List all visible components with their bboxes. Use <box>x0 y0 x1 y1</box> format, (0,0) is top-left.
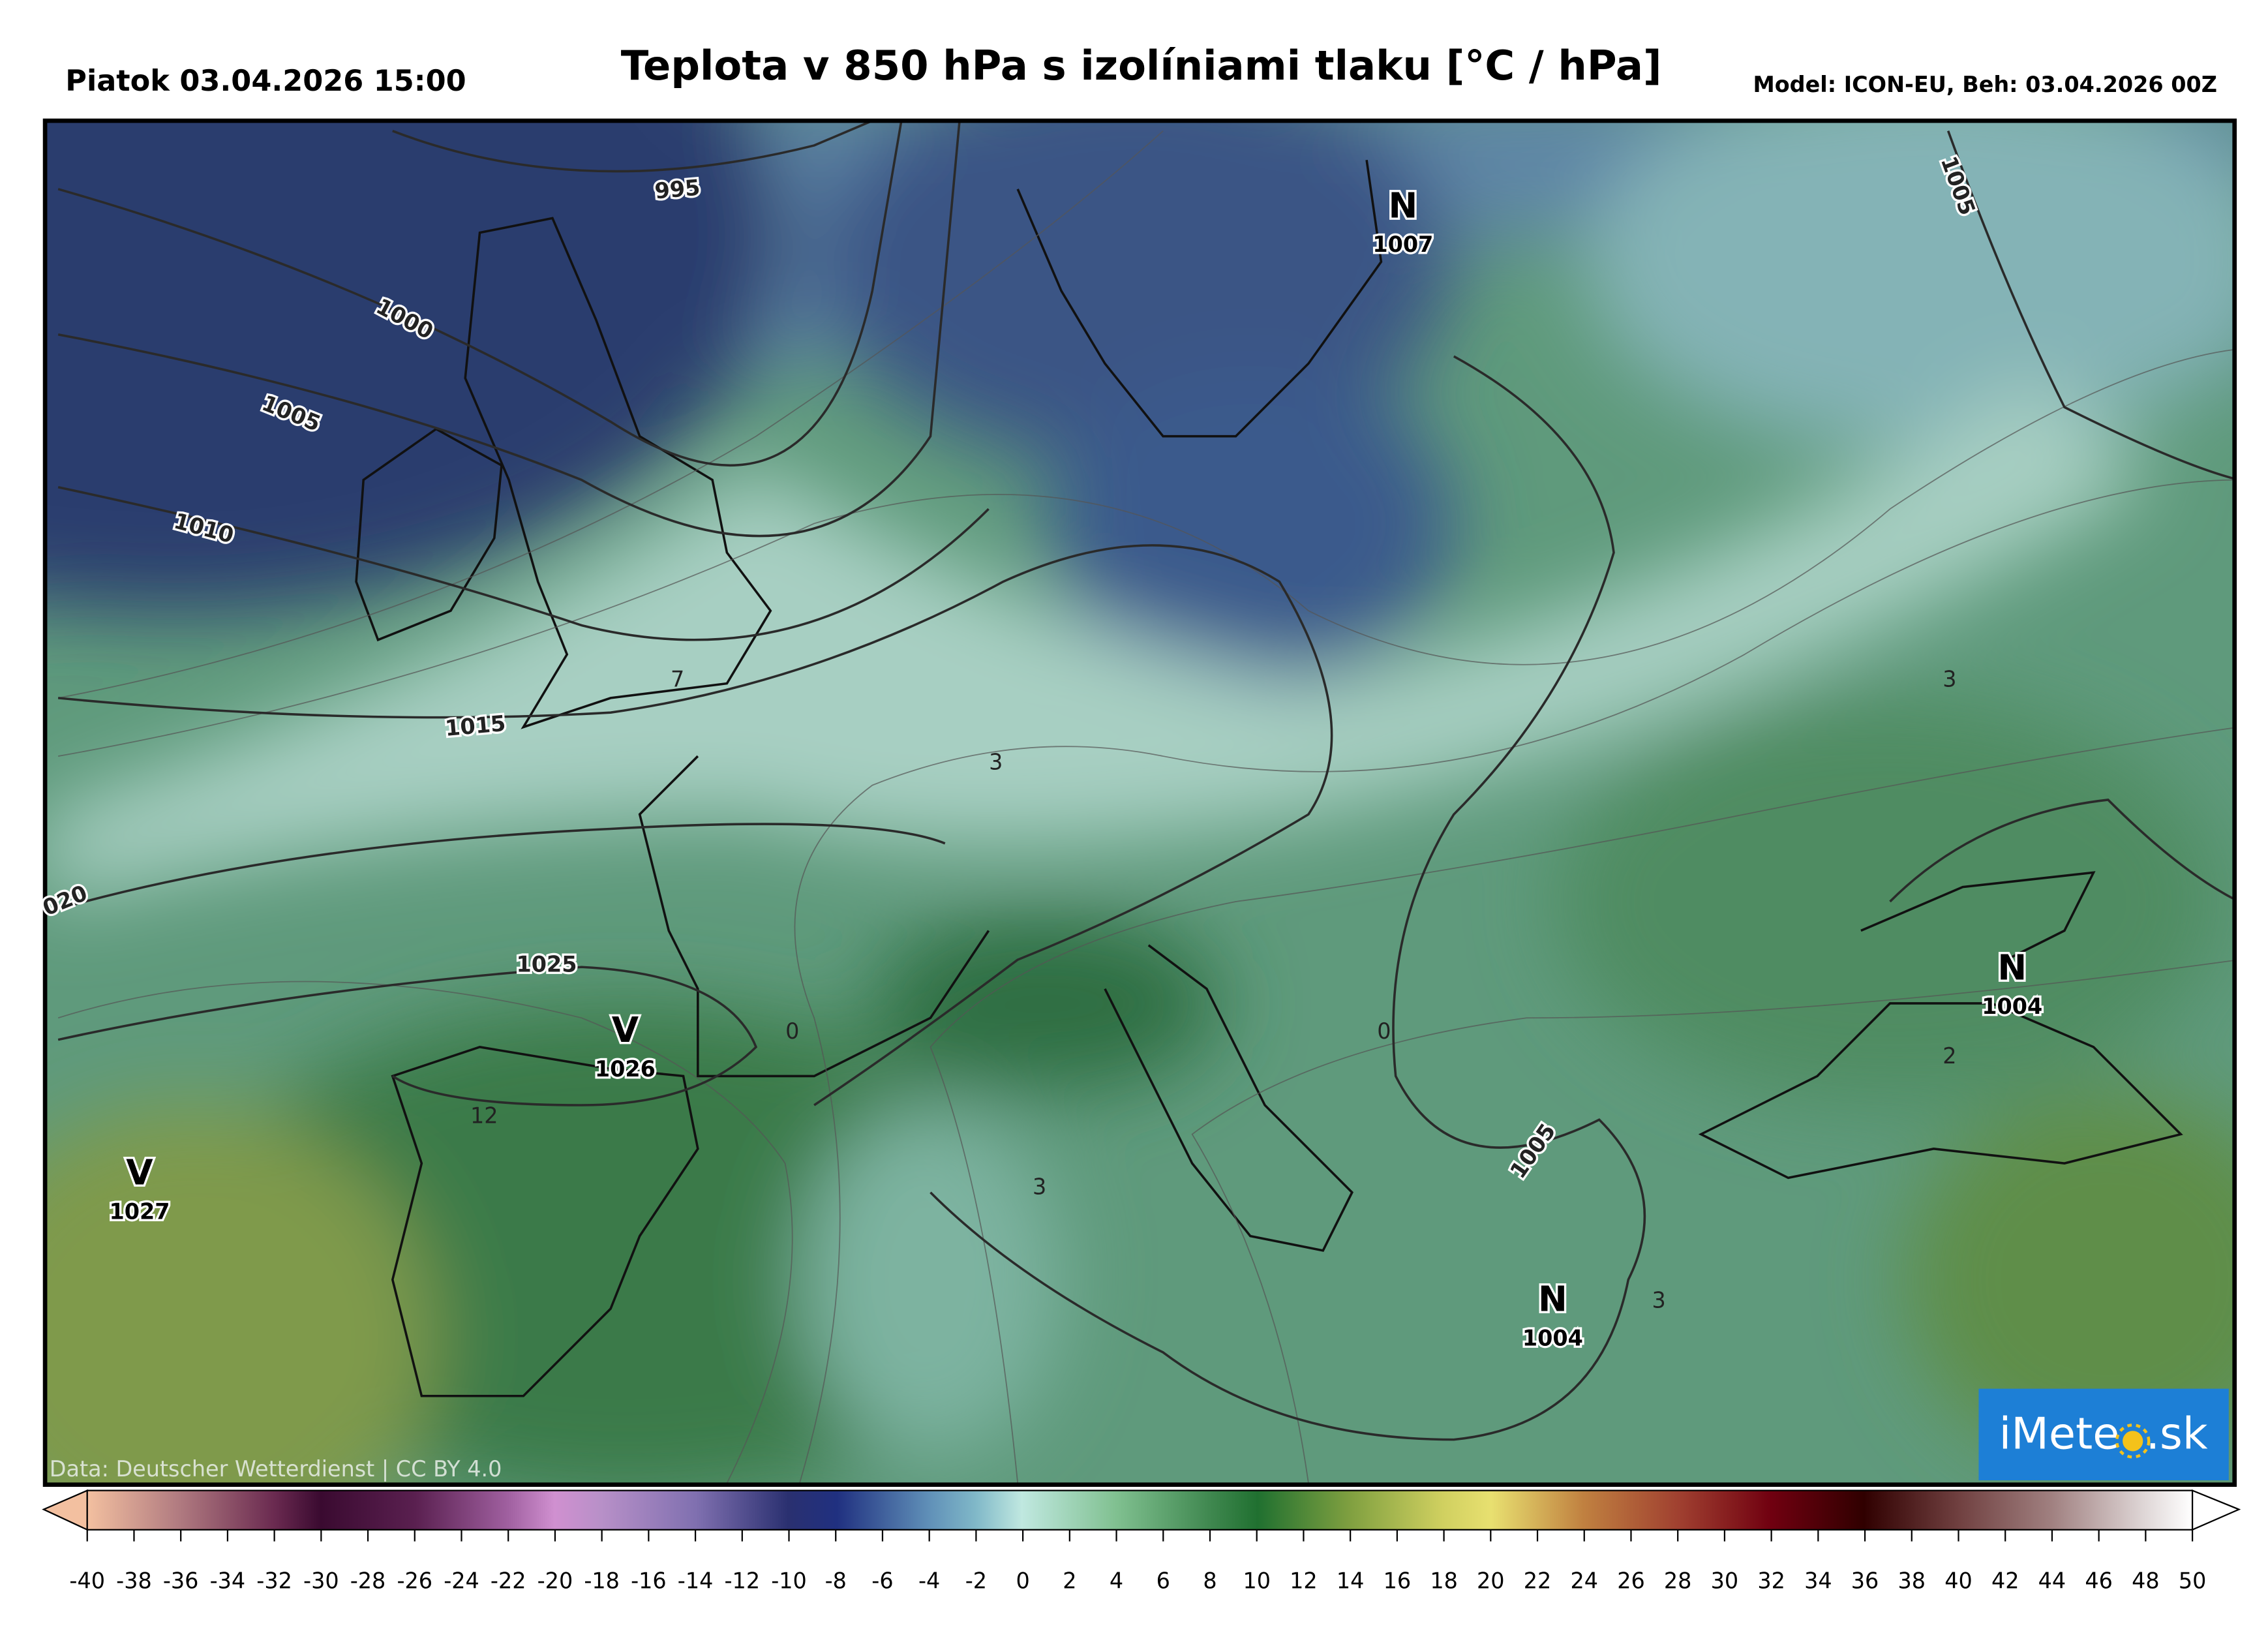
map-field <box>45 121 2235 1485</box>
colorbar-tick-label: 18 <box>1430 1568 1458 1594</box>
colorbar-tick-label: -14 <box>678 1568 714 1594</box>
logo-box <box>1978 1388 2229 1481</box>
logo-sun-rays <box>2115 1424 2151 1459</box>
colorbar-tick-label: -28 <box>350 1568 386 1594</box>
colorbar-tick-label: 36 <box>1851 1568 1879 1594</box>
isobar-label: 995 <box>654 175 701 204</box>
colorbar-tick-label: 38 <box>1898 1568 1926 1594</box>
colorbar-tick-label: -38 <box>116 1568 152 1594</box>
temperature-label: 3 <box>1033 1174 1046 1200</box>
isobar-label: 1015 <box>444 710 507 741</box>
colorbar-tick-label: 34 <box>1804 1568 1832 1594</box>
pressure-center-value: 1004 <box>1522 1325 1583 1350</box>
pressure-center-value: 1027 <box>109 1198 170 1224</box>
colorbar-tick-label: 16 <box>1383 1568 1412 1594</box>
pressure-center-letter: V <box>126 1152 153 1193</box>
colorbar-tick-label: 28 <box>1664 1568 1692 1594</box>
coastlines <box>355 159 2183 1397</box>
colorbar-tick-label: 8 <box>1203 1568 1217 1594</box>
isobars <box>57 121 2235 1441</box>
temperature-label: 3 <box>1943 667 1956 692</box>
model-info: Model: ICON-EU, Beh: 03.04.2026 00Z <box>1753 72 2217 97</box>
temperature-contours <box>57 130 2235 1484</box>
colorbar-tick-label: -26 <box>397 1568 432 1594</box>
colorbar-tick-label: -32 <box>256 1568 292 1594</box>
colorbar-tick-label: 46 <box>2085 1568 2113 1594</box>
pressure-center-value: 1004 <box>1982 994 2042 1019</box>
colorbar-tick-label: -10 <box>771 1568 807 1594</box>
colorbar-tick-label: -12 <box>725 1568 761 1594</box>
colorbar-tick-label: -36 <box>163 1568 199 1594</box>
colorbar-tick-label: -16 <box>631 1568 667 1594</box>
colorbar-tick-label: 48 <box>2132 1568 2160 1594</box>
temperature-label: 3 <box>989 750 1003 775</box>
colorbar-tick-label: 14 <box>1337 1568 1365 1594</box>
colorbar-tick-label: -22 <box>491 1568 526 1594</box>
temperature-label: 0 <box>785 1018 799 1044</box>
colorbar-tick-label: 24 <box>1570 1568 1598 1594</box>
colorbar-max-arrow <box>2191 1489 2241 1531</box>
map-frame <box>42 118 2237 1487</box>
logo: iMete .sk <box>1978 1388 2229 1481</box>
colorbar-tick-label: -34 <box>210 1568 246 1594</box>
logo-text-right: .sk <box>2146 1409 2208 1459</box>
colorbar-tick-label: -20 <box>537 1568 573 1594</box>
colorbar-tick-label: -40 <box>69 1568 105 1594</box>
colorbar-scale <box>86 1489 2194 1531</box>
colorbar-tick-label: -2 <box>965 1568 987 1594</box>
attribution: Data: Deutscher Wetterdienst | CC BY 4.0 <box>50 1456 502 1482</box>
colorbar-tick-label: 42 <box>1991 1568 2019 1594</box>
colorbar-tick-label: 32 <box>1757 1568 1785 1594</box>
colorbar-tick-label: 0 <box>1016 1568 1029 1594</box>
colorbar-tick-label: 20 <box>1477 1568 1505 1594</box>
colorbar-tick-label: -18 <box>584 1568 620 1594</box>
logo-text-left: iMete <box>1999 1409 2120 1459</box>
colorbar-ticks: -40 -38 -36 -34 -32 -30 -28 -26 -24 -22 -20 -18 -16-… <box>69 1529 2207 1594</box>
colorbar-tick-label: -8 <box>825 1568 847 1594</box>
colorbar-tick-label: 12 <box>1290 1568 1318 1594</box>
title: Teplota v 850 hPa s izolíniami tlaku [°C… <box>621 42 1662 89</box>
colorbar-tick-label: -24 <box>444 1568 479 1594</box>
pressure-center-value: 1026 <box>595 1056 656 1082</box>
colorbar-tick-label: 40 <box>1944 1568 1973 1594</box>
logo-sun <box>2123 1431 2143 1452</box>
temperature-label: 12 <box>470 1103 498 1128</box>
date: Piatok 03.04.2026 15:00 <box>65 64 466 98</box>
colorbar-tick-label: 26 <box>1617 1568 1645 1594</box>
colorbar-tick-label: 4 <box>1110 1568 1123 1594</box>
colorbar-tick-label: 30 <box>1711 1568 1739 1594</box>
colorbar-min-arrow <box>42 1489 88 1531</box>
isobar-label: 1025 <box>517 952 577 977</box>
pressure-center-letter: V <box>612 1009 639 1050</box>
pressure-center-letter: N <box>1538 1279 1567 1320</box>
pressure-center-letter: N <box>1388 185 1417 226</box>
colorbar-tick-label: 44 <box>2038 1568 2066 1594</box>
temperature-label: 0 <box>1377 1018 1391 1044</box>
temperature-label: 3 <box>1652 1287 1665 1313</box>
temperature-label: 2 <box>1943 1043 1956 1069</box>
temperature-label: 7 <box>671 667 684 692</box>
colorbar-tick-label: 22 <box>1524 1568 1552 1594</box>
colorbar-tick-label: 2 <box>1063 1568 1076 1594</box>
colorbar-tick-label: 50 <box>2179 1568 2207 1594</box>
colorbar-tick-label: 6 <box>1157 1568 1170 1594</box>
colorbar-tick-label: -30 <box>303 1568 339 1594</box>
colorbar <box>42 1489 2241 1531</box>
colorbar-tick-label: 10 <box>1243 1568 1271 1594</box>
pressure-center-value: 1007 <box>1372 232 1433 257</box>
colorbar-tick-label: -4 <box>918 1568 940 1594</box>
pressure-center-letter: N <box>1997 947 2027 988</box>
colorbar-tick-label: -6 <box>871 1568 893 1594</box>
